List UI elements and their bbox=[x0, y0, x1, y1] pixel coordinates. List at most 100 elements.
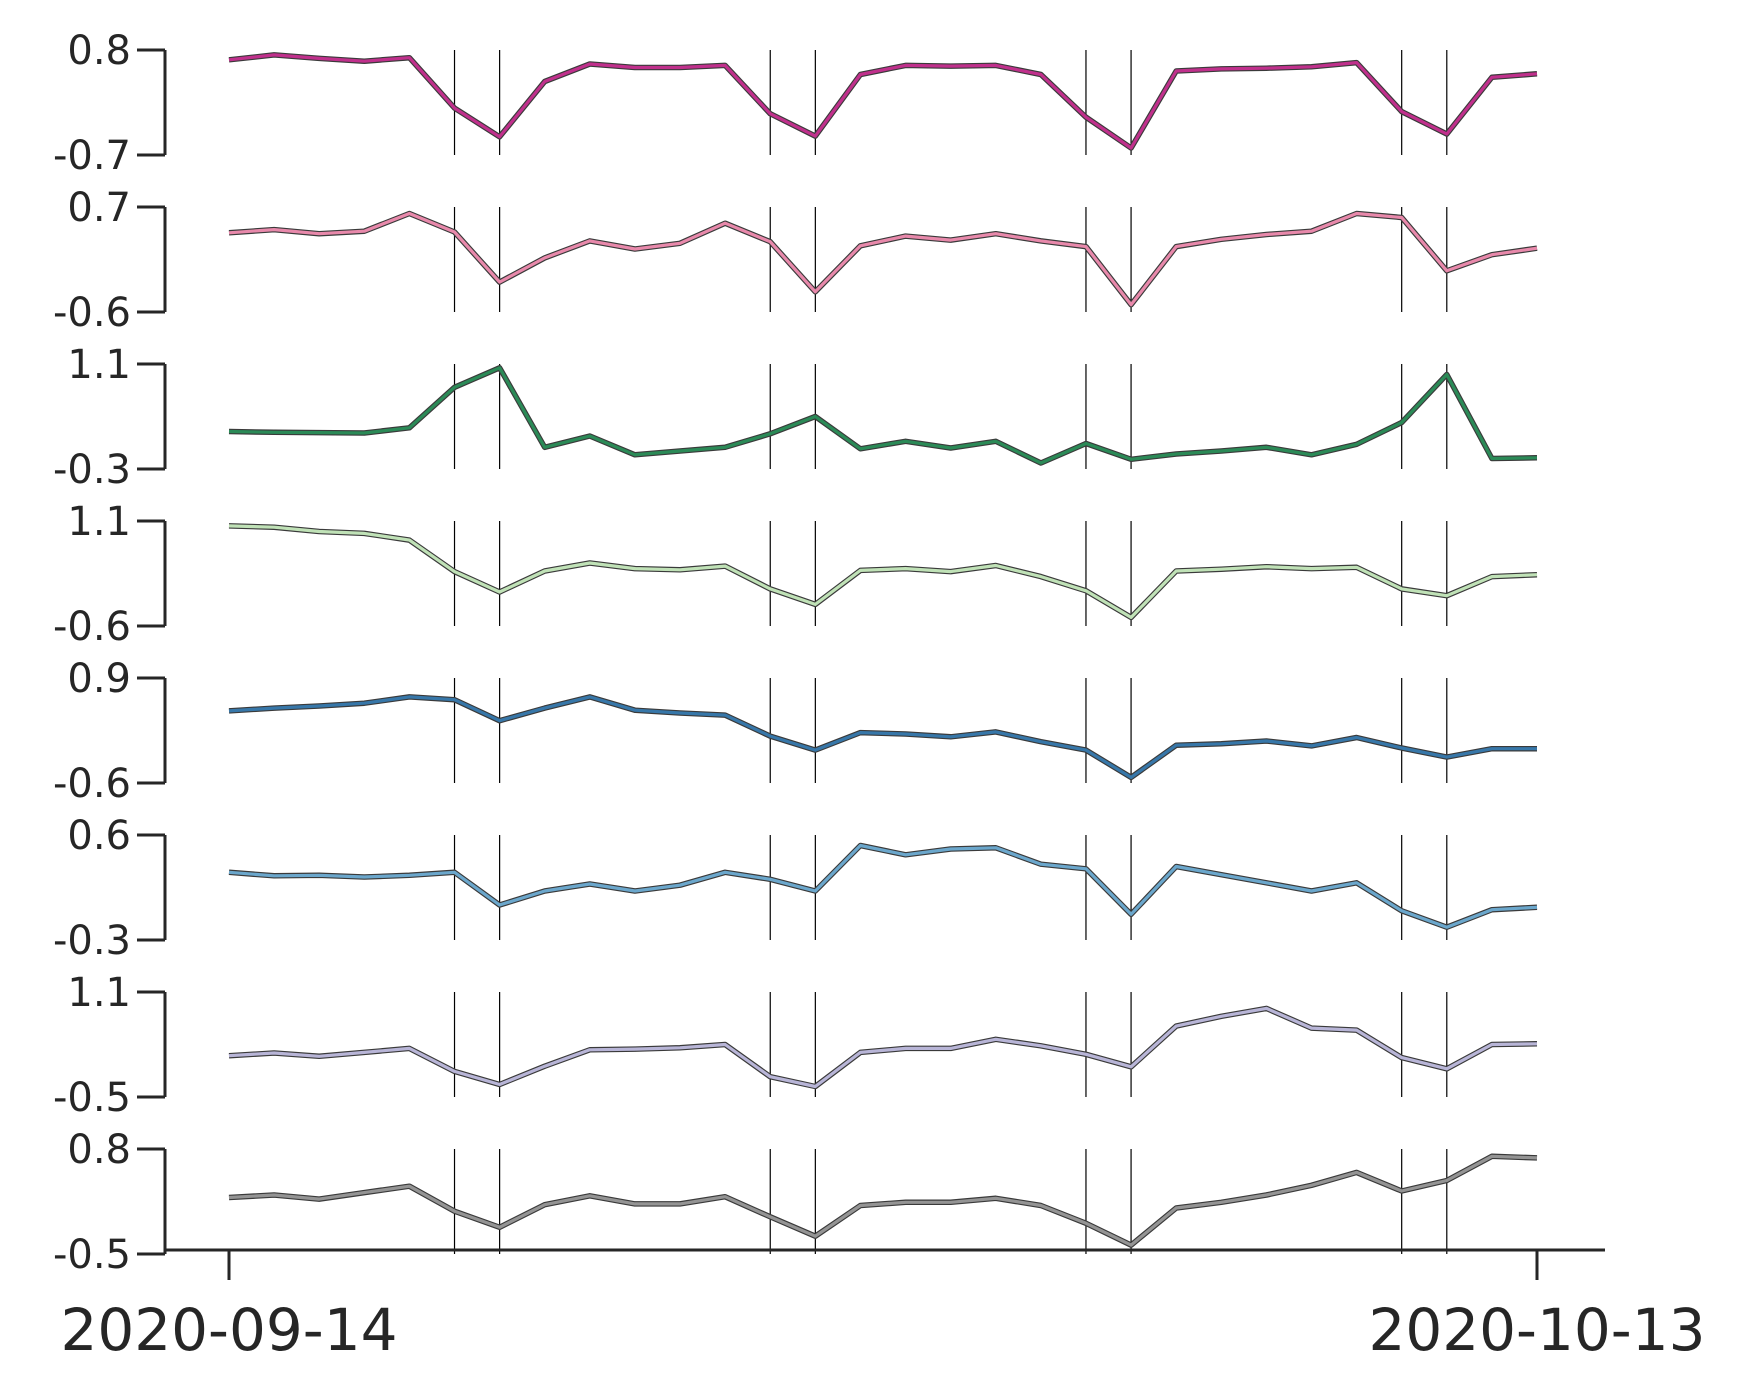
data-point bbox=[633, 247, 637, 251]
data-point bbox=[227, 870, 231, 874]
data-point bbox=[949, 847, 953, 851]
data-point bbox=[407, 1046, 411, 1050]
data-point bbox=[588, 434, 592, 438]
data-point bbox=[1445, 755, 1449, 759]
data-point bbox=[633, 66, 637, 70]
data-point bbox=[453, 106, 457, 110]
data-point bbox=[858, 568, 862, 572]
series-line bbox=[228, 53, 1538, 150]
data-point bbox=[858, 73, 862, 77]
data-point bbox=[1264, 1193, 1268, 1197]
data-point bbox=[588, 882, 592, 886]
data-point bbox=[227, 1054, 231, 1058]
data-point bbox=[227, 1196, 231, 1200]
data-point bbox=[723, 713, 727, 717]
data-point bbox=[588, 1194, 592, 1198]
data-point bbox=[362, 1050, 366, 1054]
data-point bbox=[723, 221, 727, 225]
data-point bbox=[1445, 132, 1449, 136]
data-point bbox=[1084, 1052, 1088, 1056]
data-point bbox=[813, 748, 817, 752]
series-line bbox=[228, 1006, 1538, 1089]
data-point bbox=[498, 590, 502, 594]
y-tick-label: -0.6 bbox=[53, 761, 131, 807]
data-point bbox=[1490, 747, 1494, 751]
data-point bbox=[1310, 229, 1314, 233]
data-point bbox=[1219, 237, 1223, 241]
data-point bbox=[498, 903, 502, 907]
data-point bbox=[1310, 744, 1314, 748]
data-point bbox=[543, 1064, 547, 1068]
data-point bbox=[227, 709, 231, 713]
data-point bbox=[362, 875, 366, 879]
data-point bbox=[768, 432, 772, 436]
data-point bbox=[1490, 908, 1494, 912]
data-point bbox=[949, 64, 953, 68]
series-outline bbox=[228, 1153, 1538, 1248]
data-point bbox=[588, 239, 592, 243]
data-point bbox=[227, 524, 231, 528]
data-point bbox=[362, 229, 366, 233]
data-point bbox=[1084, 748, 1088, 752]
data-point bbox=[678, 711, 682, 715]
data-point bbox=[1039, 740, 1043, 744]
data-point bbox=[1129, 1243, 1133, 1247]
data-point bbox=[994, 1196, 998, 1200]
data-point bbox=[904, 1046, 908, 1050]
data-point bbox=[1400, 110, 1404, 114]
data-point bbox=[1264, 233, 1268, 237]
data-point bbox=[1490, 575, 1494, 579]
data-point bbox=[858, 1204, 862, 1208]
data-point bbox=[1535, 246, 1539, 250]
y-tick-label: 0.6 bbox=[67, 813, 131, 859]
data-point bbox=[1039, 239, 1043, 243]
data-point bbox=[272, 1193, 276, 1197]
data-point bbox=[1535, 573, 1539, 577]
data-point bbox=[678, 1202, 682, 1206]
data-point bbox=[1264, 1006, 1268, 1010]
data-point bbox=[498, 280, 502, 284]
data-point bbox=[949, 1200, 953, 1204]
data-point bbox=[1039, 461, 1043, 465]
data-point bbox=[588, 561, 592, 565]
data-point bbox=[1400, 587, 1404, 591]
y-tick-label: 0.9 bbox=[67, 656, 131, 702]
data-point bbox=[949, 570, 953, 574]
data-point bbox=[407, 426, 411, 430]
data-point bbox=[317, 1054, 321, 1058]
series-line bbox=[228, 524, 1538, 620]
data-point bbox=[1174, 245, 1178, 249]
data-point bbox=[1310, 453, 1314, 457]
data-point bbox=[1355, 61, 1359, 65]
data-point bbox=[768, 1215, 772, 1219]
data-point bbox=[768, 734, 772, 738]
data-point bbox=[272, 706, 276, 710]
data-point bbox=[1535, 1156, 1539, 1160]
data-point bbox=[678, 568, 682, 572]
data-point bbox=[678, 241, 682, 245]
data-point bbox=[1310, 567, 1314, 571]
data-point bbox=[1400, 746, 1404, 750]
data-point bbox=[1535, 905, 1539, 909]
data-point bbox=[768, 1075, 772, 1079]
series-outline bbox=[228, 523, 1538, 621]
data-point bbox=[1219, 449, 1223, 453]
series-outline bbox=[228, 210, 1538, 308]
data-point bbox=[994, 232, 998, 236]
data-point bbox=[813, 415, 817, 419]
data-point bbox=[407, 56, 411, 60]
data-point bbox=[1355, 212, 1359, 216]
data-point bbox=[723, 63, 727, 67]
data-point bbox=[1129, 1065, 1133, 1069]
data-point bbox=[1039, 575, 1043, 579]
y-tick-label: -0.5 bbox=[53, 1232, 131, 1278]
data-point bbox=[1490, 457, 1494, 461]
data-point bbox=[858, 844, 862, 848]
data-point bbox=[813, 1234, 817, 1238]
data-point bbox=[633, 567, 637, 571]
data-point bbox=[1174, 865, 1178, 869]
data-point bbox=[1219, 742, 1223, 746]
data-point bbox=[1400, 421, 1404, 425]
data-point bbox=[1400, 1056, 1404, 1060]
data-point bbox=[272, 874, 276, 878]
